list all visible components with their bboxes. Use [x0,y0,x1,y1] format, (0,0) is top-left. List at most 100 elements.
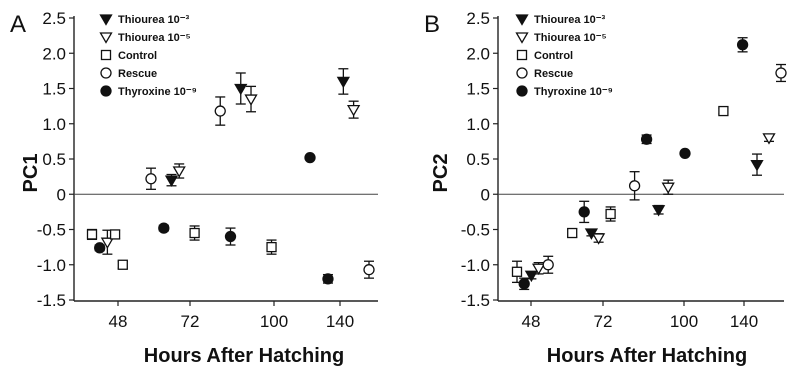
panel-b-ytick-label: -0.5 [461,221,490,240]
panel-a-ytick-label: -0.5 [37,221,66,240]
panel-b-ytick-label: 2.0 [466,44,490,63]
panel-b-marker-filled-circle [736,39,749,51]
panel-a-ytick-label: 0 [57,185,66,204]
panel-b-legend: Thiourea 10⁻³ Thiourea 10⁻⁵ Control Rescue T… [515,14,613,98]
panel-b-point [511,260,523,284]
panel-b-point [518,277,530,291]
panel-a-marker-open-square [109,229,121,240]
panel-b-marker-open-down-triangle [762,133,776,145]
panel-a-marker-filled-down-triangle [336,76,350,89]
panel-a-legend: Thiourea 10⁻³ Thiourea 10⁻⁵ Control Rescue T… [99,14,197,98]
panel-b-ytick-label: 1.5 [466,80,490,99]
panel-a-point [336,68,350,95]
panel-b-xtick-label: 140 [730,312,758,331]
panel-b-point [524,270,539,283]
panel-b-xtick-label: 48 [522,312,541,331]
panel-a-xlabel: Hours After Hatching [144,345,344,367]
panel-b-point [775,63,787,83]
panel-a-marker-open-down-triangle [346,105,361,117]
panel-a-marker-filled-circle [224,230,237,243]
panel-b-marker-open-circle [628,180,641,192]
panel-a-point [164,173,179,187]
panel-b-marker-open-square [605,208,616,220]
panel-b-xlabel: Hours After Hatching [547,345,747,367]
panel-a-ytick-label: 2.5 [42,9,66,28]
panel-b-ytick-label: 2.5 [466,9,490,28]
panel-a-marker-filled-circle [304,151,316,164]
panel-b-point [679,147,691,160]
panel-a-marks [86,68,375,285]
panel-a-marker-open-circle [363,264,375,276]
panel-a-point [234,72,248,105]
panel-b-xtick-label: 72 [594,312,613,331]
panel-b-legend-marker [515,32,529,44]
panel-b-marks [511,37,787,291]
panel-a-xtick-label: 140 [326,312,354,331]
panel-b-point [640,133,653,145]
panel-a-ytick-label: 1.5 [42,80,66,99]
panel-a-ylabel: PC1 [20,154,42,193]
panel-a-point [109,229,121,240]
panel-a-point [214,96,226,126]
panel-b-ytick-label: -1.5 [461,291,490,310]
panel-a-point [117,259,128,270]
panel-a-legend-label: Rescue [118,68,157,80]
panel-b-ticks: 2.5 2.0 1.5 1.0 0.5 0 -0.5 -1.0 -1.5 48 72 100 140 [461,9,784,331]
panel-a-point [189,225,200,241]
panel-a-ytick-label: 2.0 [42,44,66,63]
panel-a-legend-marker [100,49,112,61]
panel-a-legend-label: Control [118,50,157,62]
panel-b-marker-filled-down-triangle [750,159,764,172]
panel-a-point [94,242,106,254]
panel-a-legend-marker [100,67,112,79]
panel-b-marker-filled-circle [578,206,590,218]
panel-a-point [346,100,361,119]
panel-b-marker-open-down-triangle [591,233,606,245]
panel-b-marker-open-square [567,227,578,239]
panel-a-ytick-label: -1.5 [37,291,66,310]
panel-b-legend-marker [516,85,528,97]
panel-b-ytick-label: -1.0 [461,256,490,275]
panel-a-legend-label: Thiourea 10⁻³ [118,14,190,26]
panel-a-marker-open-down-triangle [100,237,115,249]
panel-b-xtick-label: 100 [670,312,698,331]
panel-a-marker-filled-circle [94,242,106,254]
panel-b-marker-filled-circle [518,278,530,290]
panel-b-legend-label: Rescue [534,68,573,80]
panel-b-legend-label: Thyroxine 10⁻⁹ [534,86,613,98]
panel-a-point [158,222,170,234]
panel-b-ytick-label: 1.0 [466,115,490,134]
panel-a-point [266,239,277,255]
panel-a-marker-filled-down-triangle [234,83,248,96]
panel-a-marker-open-square [189,227,200,239]
panel-a-marker-open-square [266,241,277,253]
panel-b-marker-open-square [511,266,523,277]
panel-a-point [224,227,237,246]
panel-a-marker-filled-circle [158,222,170,234]
panel-b-legend-marker [516,67,528,79]
panel-b-marker-open-circle [542,259,554,271]
panel-a-point [145,167,157,190]
panel-b-point [651,204,666,217]
panel-b-marker-open-circle [775,67,787,79]
panel-b-point [736,37,749,53]
panel-a-marker-open-down-triangle [172,166,186,178]
panel-b: B 2.5 2.0 1.5 1.0 0.5 0 -0.5 -1.0 -1.5 48 72 100 140… [424,9,787,367]
panel-a-marker-open-square [86,229,98,240]
panel-b-legend-marker [515,14,529,26]
panel-b-marker-open-down-triangle [661,182,675,194]
panel-b-point [762,133,776,145]
panel-b-point [578,200,590,224]
panel-b-point [542,255,554,274]
panel-b-point [567,227,578,239]
panel-a-point [322,273,334,285]
panel-a-legend-marker [99,32,113,44]
panel-a: A 2.5 2.0 1.5 1.0 0.5 0 -0.5 -1.0 -1.5 48 72 100 140… [10,9,378,367]
panel-a-marker-open-circle [145,173,157,185]
panel-b-ytick-label: 0 [481,185,490,204]
panel-b-legend-label: Control [534,50,573,62]
panel-b-point [661,179,675,195]
panel-a-legend-label: Thyroxine 10⁻⁹ [118,86,197,98]
panel-a-point [172,163,186,179]
